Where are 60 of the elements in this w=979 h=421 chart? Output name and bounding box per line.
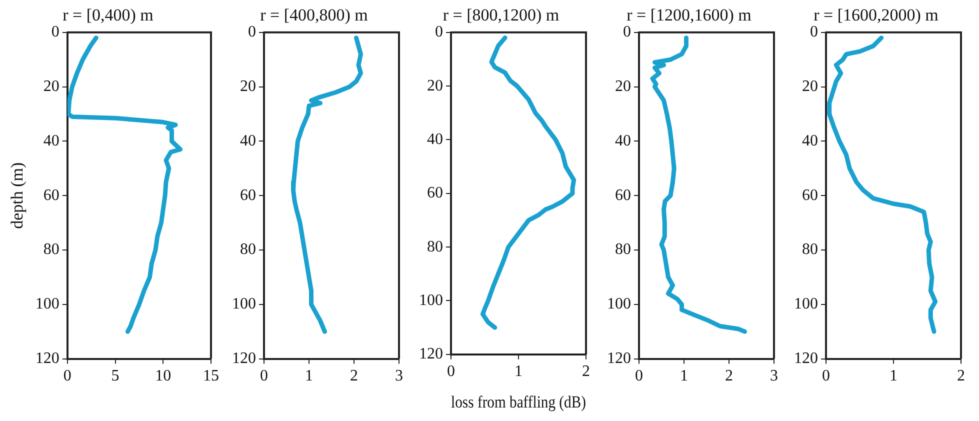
x-axis-title: loss from baffling (dB) xyxy=(451,393,586,412)
y-tick-label: 0 xyxy=(810,24,818,41)
y-tick-label: 60 xyxy=(427,184,443,202)
x-tick-label: 0 xyxy=(822,368,830,385)
y-tick-label: 20 xyxy=(427,77,443,94)
y-tick-label: 100 xyxy=(232,296,256,313)
y-tick-label: 80 xyxy=(615,241,631,258)
y-tick-label: 60 xyxy=(43,186,60,204)
y-tick-label: 80 xyxy=(240,241,256,258)
x-tick-label: 0 xyxy=(447,363,455,380)
x-tick-label: 1 xyxy=(680,368,688,385)
y-tick-label: 0 xyxy=(51,24,60,41)
x-tick-label: 1 xyxy=(514,363,522,380)
y-tick-label: 40 xyxy=(427,130,443,148)
x-tick-label: 10 xyxy=(155,368,172,385)
chart-title: r = [1600,2000) m xyxy=(814,6,938,25)
y-tick-label: 40 xyxy=(43,132,60,150)
y-tick-label: 40 xyxy=(802,132,818,150)
chart-title: r = [800,1200) m xyxy=(442,6,560,25)
y-tick-label: 40 xyxy=(240,132,256,150)
y-tick-label: 20 xyxy=(615,78,631,96)
y-tick-label: 100 xyxy=(794,296,818,313)
x-tick-label: 2 xyxy=(582,363,590,380)
x-tick-label: 0 xyxy=(63,368,72,385)
y-tick-label: 0 xyxy=(623,24,631,41)
chart-title: r = [1200,1600) m xyxy=(626,6,752,25)
y-tick-label: 40 xyxy=(615,132,631,150)
y-tick-label: 80 xyxy=(802,241,818,258)
y-tick-label: 100 xyxy=(419,292,443,309)
y-tick-label: 120 xyxy=(232,350,256,368)
y-axis-title: depth (m) xyxy=(8,162,27,229)
y-tick-label: 120 xyxy=(607,350,631,368)
x-tick-label: 1 xyxy=(890,368,898,385)
y-tick-label: 120 xyxy=(794,350,818,368)
y-tick-label: 0 xyxy=(248,24,256,41)
y-tick-label: 80 xyxy=(43,241,60,258)
x-tick-label: 2 xyxy=(350,368,358,385)
y-tick-label: 60 xyxy=(240,186,256,204)
y-tick-label: 0 xyxy=(435,24,443,41)
x-tick-label: 0 xyxy=(635,368,643,385)
x-tick-label: 2 xyxy=(725,368,733,385)
y-tick-label: 60 xyxy=(615,186,631,204)
y-tick-label: 20 xyxy=(240,78,256,96)
x-tick-label: 3 xyxy=(770,368,778,385)
y-tick-label: 80 xyxy=(427,238,443,256)
y-tick-label: 20 xyxy=(43,78,60,96)
x-tick-label: 15 xyxy=(203,368,219,385)
y-tick-label: 100 xyxy=(35,296,60,313)
y-tick-label: 20 xyxy=(802,78,818,96)
x-tick-label: 2 xyxy=(957,368,965,385)
chart-title: r = [400,800) m xyxy=(260,6,368,25)
y-tick-label: 120 xyxy=(35,350,60,368)
y-tick-label: 120 xyxy=(419,346,443,363)
x-tick-label: 3 xyxy=(395,368,403,385)
y-tick-label: 100 xyxy=(607,296,631,313)
x-tick-label: 5 xyxy=(111,368,120,385)
chart-title: r = [0,400) m xyxy=(62,6,154,25)
x-tick-label: 1 xyxy=(305,368,313,385)
y-tick-label: 60 xyxy=(802,186,818,204)
x-tick-label: 0 xyxy=(260,368,268,385)
